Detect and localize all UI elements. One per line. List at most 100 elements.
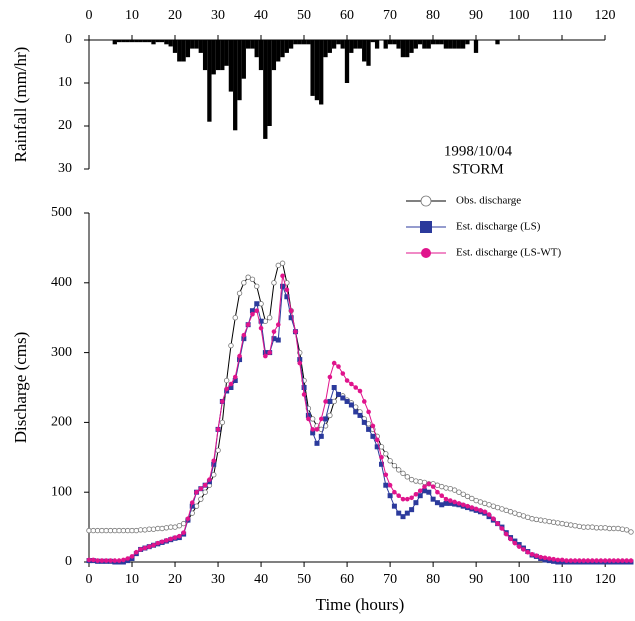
point — [340, 395, 346, 401]
point — [379, 461, 385, 467]
point — [172, 535, 178, 540]
point — [378, 444, 385, 450]
rain-bar — [293, 40, 298, 45]
point — [529, 516, 535, 522]
point — [159, 539, 165, 545]
point — [237, 353, 242, 359]
point — [464, 493, 471, 500]
point — [164, 538, 169, 543]
point — [559, 520, 565, 527]
point — [585, 558, 591, 563]
point — [478, 508, 483, 513]
point — [426, 489, 432, 495]
x-tick-label: 50 — [297, 572, 311, 587]
x-tick-label: 120 — [595, 8, 616, 23]
point — [550, 519, 557, 525]
y-tick-label: 300 — [51, 345, 72, 360]
rain-bar — [374, 40, 380, 49]
rain-bar — [387, 40, 393, 45]
point — [357, 412, 363, 418]
point — [525, 549, 531, 555]
point — [628, 558, 634, 563]
point — [288, 315, 294, 321]
point — [537, 517, 544, 523]
point — [344, 378, 350, 383]
point — [202, 482, 208, 488]
point — [456, 489, 462, 495]
point — [576, 523, 583, 530]
point — [520, 513, 527, 519]
point — [344, 398, 350, 404]
point — [533, 516, 540, 523]
point — [314, 440, 320, 446]
point — [430, 496, 436, 502]
point — [362, 399, 367, 404]
x-tick-label: 110 — [552, 572, 572, 587]
point — [318, 416, 324, 422]
rain-bar — [456, 40, 461, 49]
point — [413, 500, 419, 506]
x-tick-label: 0 — [86, 8, 93, 23]
rain-bar — [306, 40, 311, 45]
rain-bar — [198, 40, 203, 53]
point — [349, 381, 354, 387]
point — [434, 500, 440, 506]
y-axis-label: Rainfall (mm/hr) — [11, 47, 30, 163]
point — [275, 337, 281, 343]
point — [198, 486, 204, 492]
point — [426, 481, 432, 487]
rain-bar — [241, 40, 246, 79]
x-tick-label: 110 — [552, 8, 572, 23]
rain-bar — [301, 40, 307, 45]
point — [559, 557, 565, 563]
point — [529, 552, 535, 557]
rain-bar — [190, 40, 195, 49]
point — [323, 399, 328, 404]
rain-bar — [263, 40, 268, 139]
point — [477, 499, 484, 505]
point — [602, 558, 608, 563]
point — [392, 489, 397, 495]
rain-bar — [116, 40, 122, 43]
rain-bar — [430, 40, 436, 45]
x-axis-label: Time (hours) — [316, 595, 405, 614]
rain-bar — [245, 40, 251, 49]
rain-bar — [405, 40, 410, 58]
rain-bar — [271, 40, 277, 71]
point — [310, 427, 315, 432]
point — [443, 485, 449, 491]
point — [447, 500, 453, 506]
point — [473, 506, 479, 512]
point — [228, 381, 234, 387]
point — [275, 262, 281, 269]
point — [396, 510, 402, 516]
point — [305, 412, 311, 418]
y-tick-label: 30 — [58, 161, 72, 176]
point — [271, 280, 277, 286]
rain-bar — [129, 40, 135, 43]
y-tick-label: 0 — [65, 554, 72, 569]
y-tick-label: 200 — [51, 415, 72, 430]
point — [323, 416, 329, 422]
y-tick-label: 400 — [51, 275, 72, 290]
point — [279, 260, 286, 266]
point — [611, 558, 617, 563]
point — [516, 544, 522, 549]
point — [181, 530, 186, 535]
rain-bar — [392, 40, 397, 45]
point — [121, 557, 126, 563]
rain-bar — [172, 40, 178, 53]
point — [624, 558, 629, 563]
point — [452, 499, 457, 505]
point — [486, 502, 492, 508]
point — [249, 308, 255, 314]
point — [254, 301, 260, 307]
point — [387, 482, 393, 488]
point — [108, 558, 113, 563]
point — [331, 385, 337, 390]
x-tick-label: 30 — [211, 572, 225, 587]
rain-bar — [121, 40, 126, 43]
rain-bar — [344, 40, 350, 83]
point — [116, 558, 122, 563]
point — [417, 479, 423, 485]
